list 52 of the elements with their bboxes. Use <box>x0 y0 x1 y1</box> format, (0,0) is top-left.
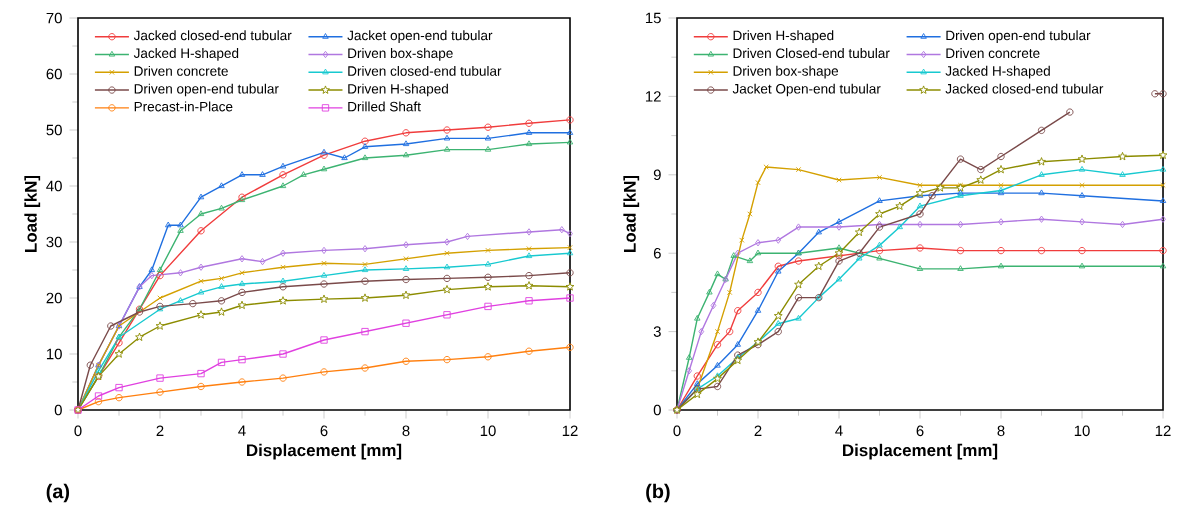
y-tick-label: 50 <box>46 124 62 136</box>
legend-label: Precast-in-Place <box>134 101 233 112</box>
y-tick-label: 20 <box>46 292 62 304</box>
y-tick-label: 12 <box>645 91 661 102</box>
y-tick-label: 40 <box>46 180 62 192</box>
text: (b) <box>646 483 670 503</box>
x-tick-label: 2 <box>156 425 164 436</box>
x-tick-label: 6 <box>916 425 924 437</box>
x-axis-title: Displacement [mm] <box>843 443 998 460</box>
text: (a) <box>46 483 70 503</box>
legend-label: Driven H-shaped <box>348 83 448 97</box>
y-tick-label: 30 <box>46 236 62 248</box>
y-tick-label: 0 <box>653 404 661 416</box>
x-tick-label: 12 <box>1155 425 1171 436</box>
x-tick-label: 4 <box>238 425 246 436</box>
x-tick-label: 12 <box>562 425 578 436</box>
legend-label: Jacket open-end tubular <box>347 30 493 43</box>
y-tick-label: 6 <box>653 247 661 259</box>
y-tick-label: 3 <box>653 326 661 337</box>
y-axis-title: Load [kN] <box>24 175 41 252</box>
legend-label: Jacked closed-end tubular <box>945 83 1104 94</box>
legend-label: Driven open-end tubular <box>134 83 279 97</box>
legend-label: Jacked H-shaped <box>945 65 1050 79</box>
legend-label: Driven open-end tubular <box>946 30 1091 43</box>
legend-label: Jacket Open-end tubular <box>732 83 881 97</box>
x-tick-label: 8 <box>997 425 1005 437</box>
legend-label: Driven box-shape <box>348 48 453 61</box>
y-axis-title: Load [kN] <box>623 175 640 252</box>
y-tick-label: 9 <box>653 169 661 181</box>
legend-label: Driven H-shaped <box>733 30 834 43</box>
legend-label: Jacked closed-end tubular <box>133 30 292 41</box>
x-tick-label: 2 <box>754 425 762 436</box>
x-tick-label: 0 <box>74 425 82 437</box>
legend-label: Driven concrete <box>946 48 1040 59</box>
y-tick-label: 10 <box>46 348 62 360</box>
y-tick-label: 60 <box>46 68 62 80</box>
x-tick-label: 10 <box>480 425 496 437</box>
y-tick-label: 70 <box>46 12 62 24</box>
x-tick-label: 6 <box>320 425 328 437</box>
y-tick-label: 0 <box>54 404 62 416</box>
legend-label: Driven box-shape <box>733 65 839 79</box>
x-tick-label: 10 <box>1074 425 1090 437</box>
legend-label: Driven Closed-end tubular <box>733 48 890 59</box>
legend-label: Jacked H-shaped <box>133 48 239 61</box>
legend-label: Drilled Shaft <box>348 101 421 112</box>
x-tick-label: 8 <box>402 425 410 437</box>
x-axis-title: Displacement [mm] <box>247 443 402 460</box>
y-tick-label: 15 <box>645 12 661 24</box>
x-tick-label: 0 <box>673 425 681 437</box>
legend-label: Driven closed-end tubular <box>348 65 502 76</box>
legend-label: Driven concrete <box>134 65 228 76</box>
x-tick-label: 4 <box>835 425 843 436</box>
